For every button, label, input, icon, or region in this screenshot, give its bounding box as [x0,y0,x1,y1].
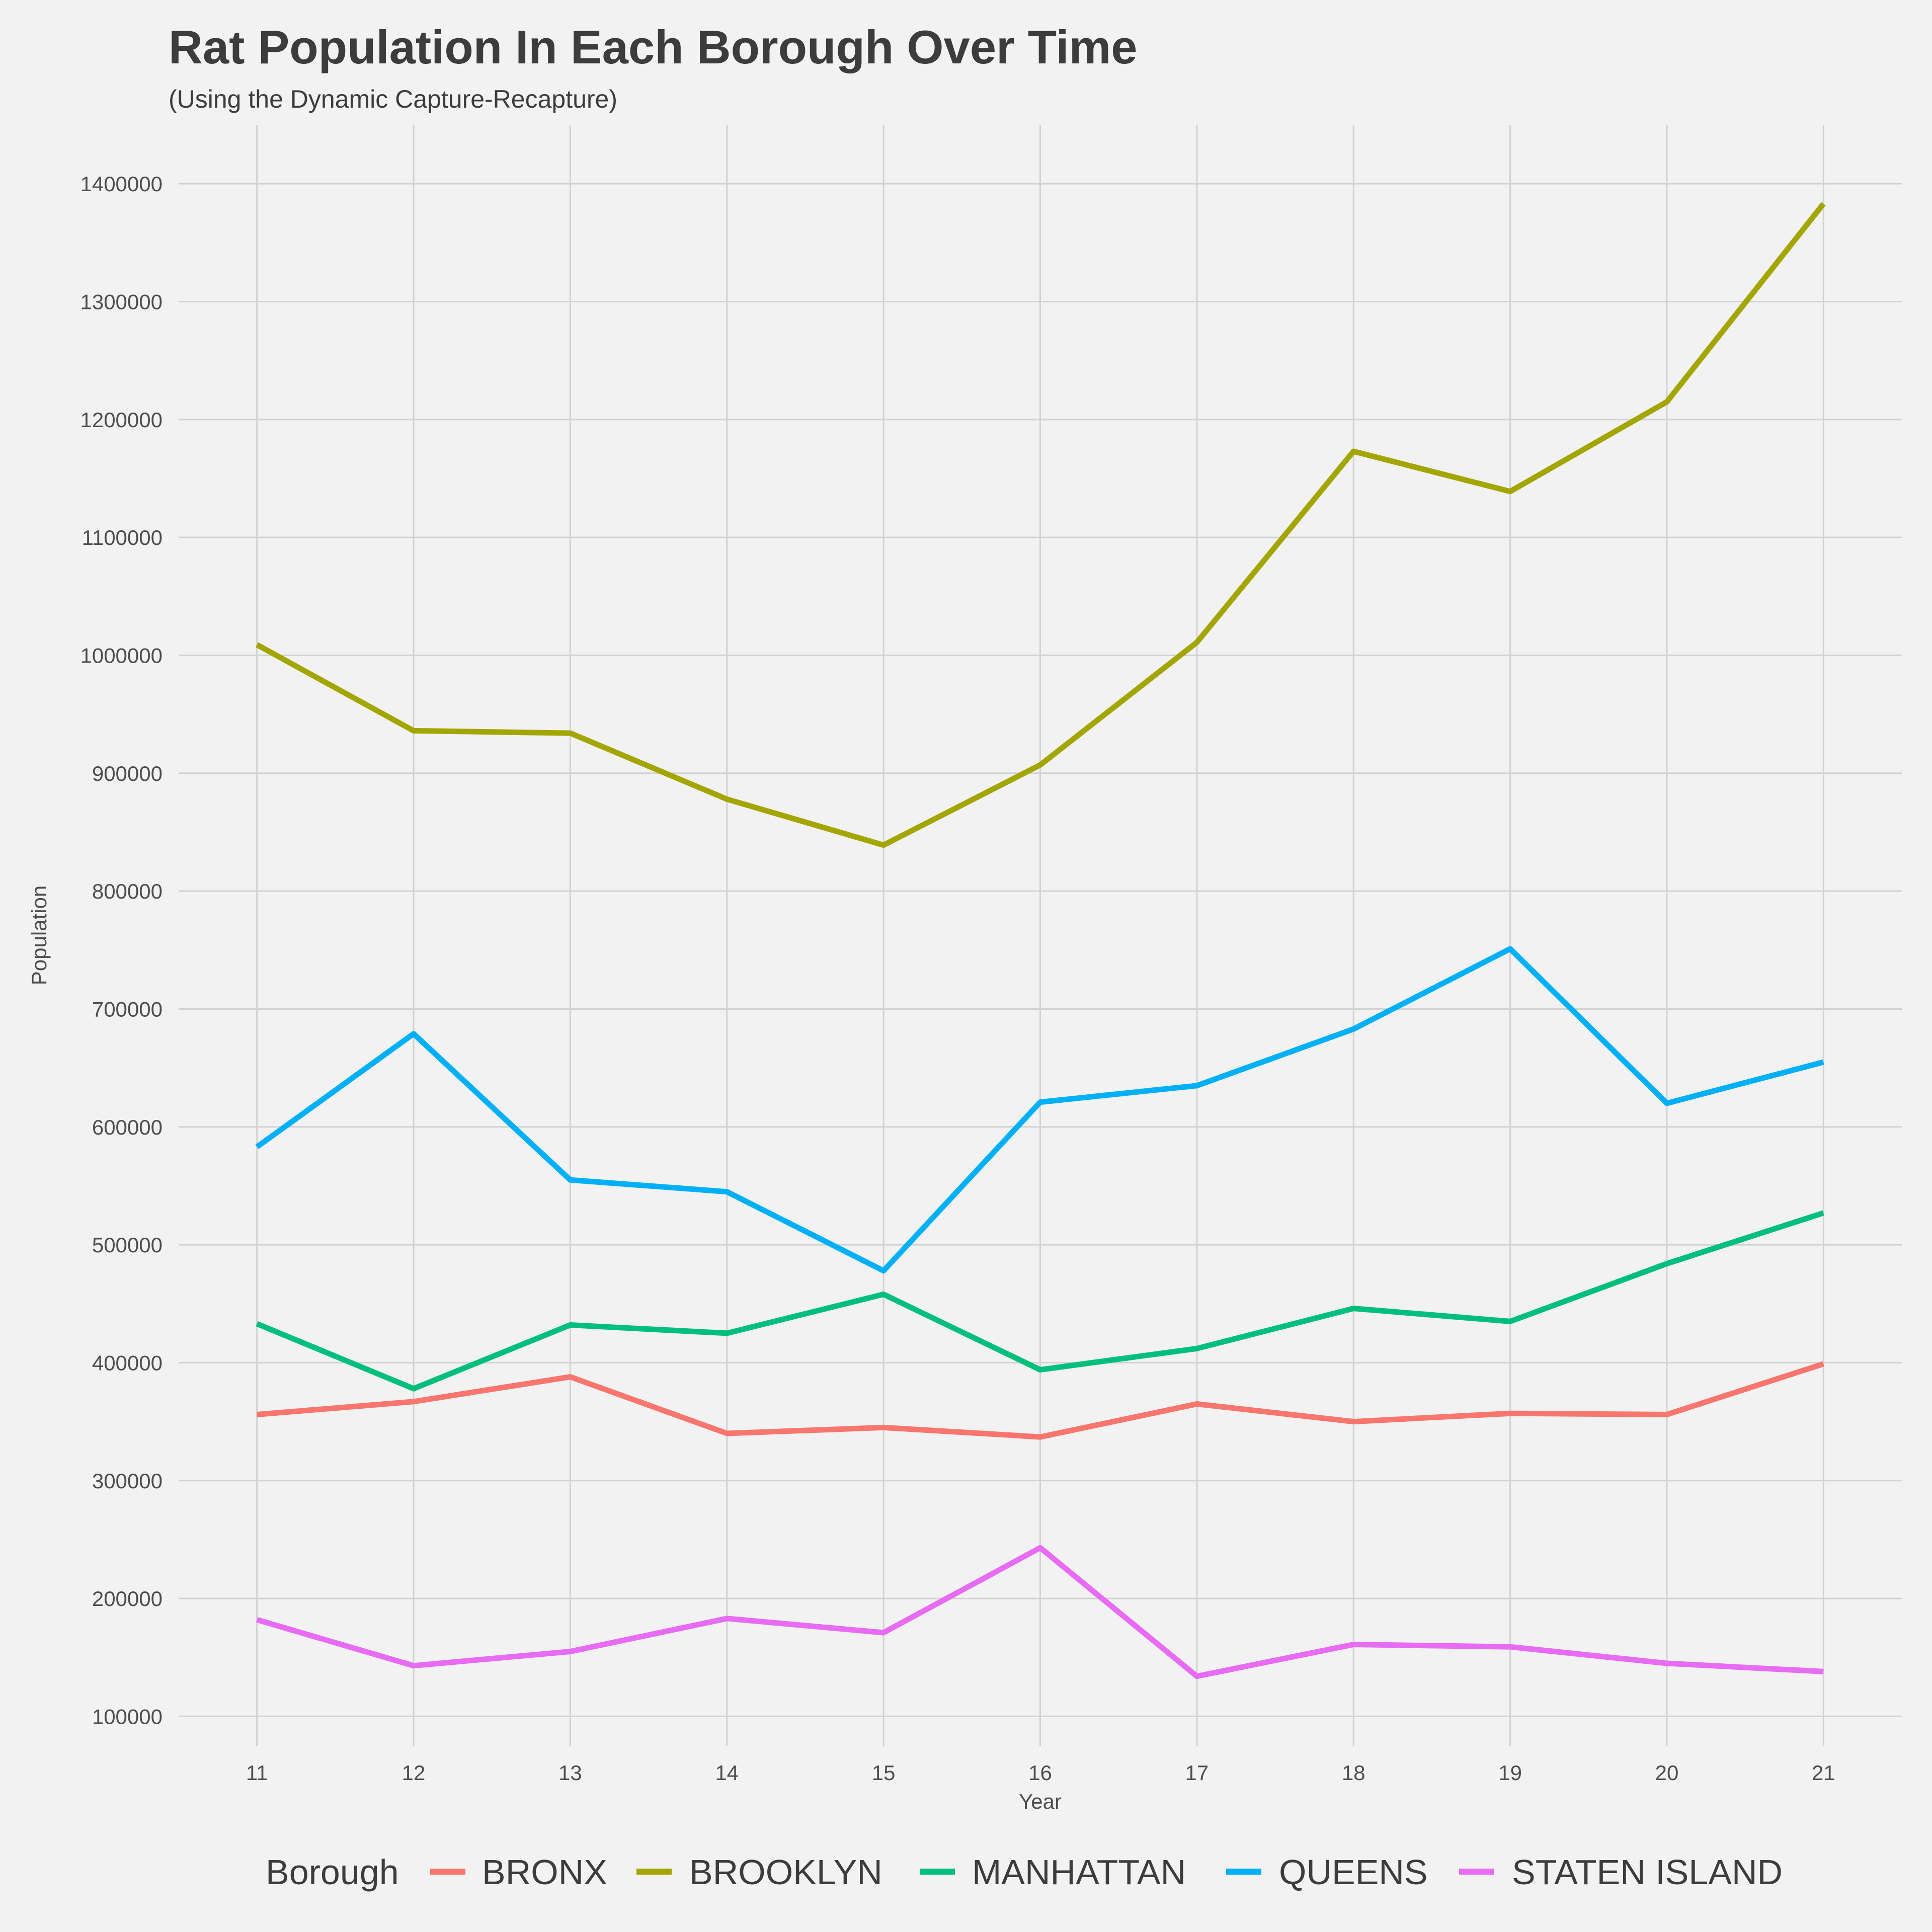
y-tick-label: 1200000 [80,408,163,432]
y-tick-label: 1100000 [82,526,163,549]
legend-label-brooklyn: BROOKLYN [689,1853,882,1892]
y-tick-label: 900000 [92,762,163,785]
series-line-manhattan [256,1210,1824,1392]
y-tick-label: 1000000 [80,643,163,667]
legend: Borough BRONX BROOKLYN MANHATTAN QUEENS STAT… [266,1853,1783,1892]
legend-label-bronx: BRONX [482,1853,607,1892]
legend-title: Borough [266,1853,399,1892]
y-tick-label: 800000 [92,879,163,903]
y-tick-labels: 100000 200000 300000 400000 500000 600000 7000… [80,172,163,1728]
x-tick-label: 15 [872,1761,896,1785]
x-tick-label: 19 [1498,1761,1522,1785]
y-tick-label: 500000 [92,1233,163,1257]
x-tick-label: 21 [1812,1761,1835,1785]
series-line-bronx [257,1361,1824,1440]
x-tick-label: 14 [715,1761,739,1785]
series-line-brooklyn [256,202,1826,848]
grid-lines [179,125,1902,1746]
legend-label-queens: QUEENS [1279,1853,1428,1892]
x-tick-label: 16 [1028,1761,1052,1785]
y-tick-label: 1300000 [80,290,163,313]
legend-label-staten-island: STATEN ISLAND [1512,1853,1783,1892]
x-tick-label: 13 [558,1761,582,1785]
series-lines [255,202,1826,1679]
y-tick-label: 400000 [92,1351,163,1375]
y-tick-label: 200000 [92,1587,163,1611]
y-axis-label: Population [27,886,51,986]
x-tick-label: 18 [1342,1761,1365,1785]
chart-title: Rat Population In Each Borough Over Time [169,21,1138,73]
x-axis-label: Year [1019,1790,1062,1813]
y-tick-label: 1400000 [80,172,163,196]
y-tick-label: 300000 [92,1469,163,1493]
y-tick-label: 700000 [92,997,163,1021]
y-tick-label: 600000 [92,1115,163,1139]
series-line-staten-island [256,1545,1824,1679]
x-tick-label: 11 [246,1761,268,1785]
x-tick-label: 20 [1655,1761,1679,1785]
x-tick-labels: 11 12 13 14 15 16 17 18 19 20 21 [246,1761,1835,1785]
series-line-queens [255,946,1824,1274]
chart-subtitle: (Using the Dynamic Capture-Recapture) [169,85,618,113]
y-tick-label: 100000 [92,1705,163,1728]
x-tick-label: 17 [1185,1761,1209,1785]
legend-label-manhattan: MANHATTAN [972,1853,1186,1892]
x-tick-label: 12 [402,1761,426,1785]
